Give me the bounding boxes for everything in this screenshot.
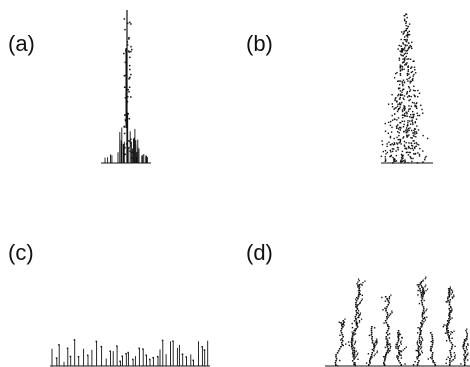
- deposit-pattern-d: [325, 276, 470, 367]
- deposit-pattern-b: [380, 13, 433, 164]
- panel-label-c: (c): [8, 240, 34, 265]
- deposit-pattern-c: [50, 339, 210, 367]
- panel-label-d: (d): [246, 240, 273, 265]
- panel-label-b: (b): [246, 31, 273, 56]
- deposit-pattern-a: [101, 10, 151, 164]
- panel-label-a: (a): [8, 31, 35, 56]
